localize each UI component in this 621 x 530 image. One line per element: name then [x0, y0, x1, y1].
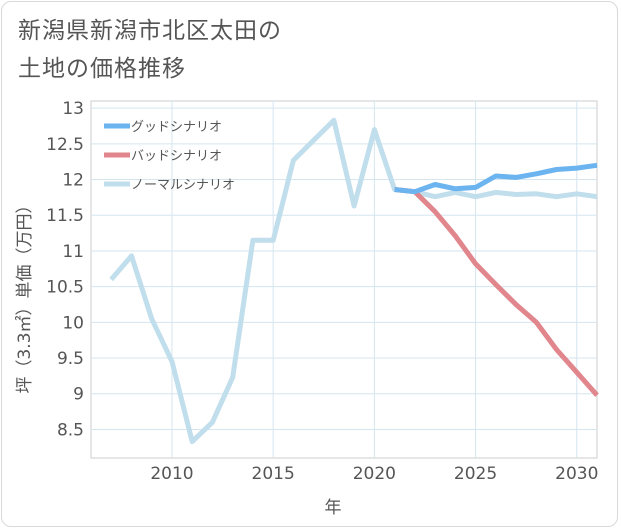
y-tick-label: 11.5 — [46, 206, 84, 226]
series-line-2 — [109, 117, 598, 445]
chart-title: 新潟県新潟市北区太田の 土地の価格推移 — [18, 12, 282, 88]
chart-title-line-2: 土地の価格推移 — [18, 56, 186, 82]
y-tick-label: 12 — [62, 171, 84, 191]
series-layer — [109, 117, 599, 445]
legend-label: グッドシナリオ — [131, 120, 222, 135]
x-tick-label: 2030 — [555, 464, 598, 484]
y-tick-label: 8.5 — [57, 420, 84, 440]
y-tick-label: 11 — [62, 242, 84, 262]
series-line-1 — [394, 187, 599, 397]
legend-label: バッドシナリオ — [131, 149, 222, 164]
x-axis-ticks: 2010 2015 2020 2025 2030 — [150, 464, 598, 484]
y-tick-label: 10 — [62, 313, 84, 333]
legend-label: ノーマルシナリオ — [131, 178, 235, 193]
y-tick-label: 9.5 — [57, 349, 84, 369]
x-tick-label: 2010 — [150, 464, 193, 484]
x-tick-label: 2025 — [454, 464, 497, 484]
y-tick-label: 10.5 — [46, 278, 84, 298]
y-tick-label: 9 — [73, 385, 84, 405]
y-axis-ticks: 8.5 9 9.5 10 10.5 11 11.5 12 12.5 13 — [46, 99, 84, 440]
y-axis-title: 坪（3.3㎡）単価（万円） — [15, 196, 35, 393]
x-axis-title: 年 — [325, 498, 342, 518]
y-tick-label: 12.5 — [46, 135, 84, 155]
x-tick-label: 2020 — [353, 464, 396, 484]
y-tick-label: 13 — [62, 99, 84, 119]
x-tick-label: 2015 — [252, 464, 295, 484]
chart-title-line-1: 新潟県新潟市北区太田の — [18, 18, 282, 44]
series-line-0 — [394, 162, 598, 195]
grid-lines — [91, 101, 597, 458]
